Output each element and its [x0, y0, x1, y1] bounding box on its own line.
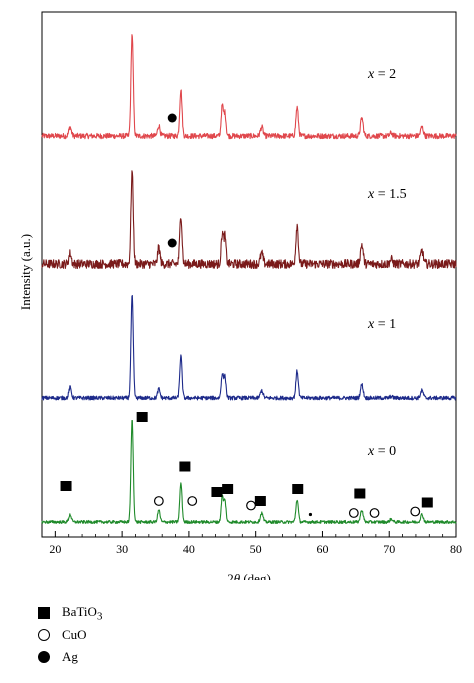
x-tick-label: 70 — [383, 542, 395, 556]
x-tick-label: 60 — [316, 542, 328, 556]
y-axis-title: Intensity (a.u.) — [18, 234, 33, 310]
cuo-marker — [246, 500, 256, 511]
filled-square-icon — [38, 607, 50, 619]
series-line — [41, 419, 457, 525]
cuo-marker — [369, 508, 380, 518]
series-line — [41, 170, 457, 270]
x-tick-label: 80 — [450, 542, 462, 556]
series-label: x = 0 — [367, 444, 396, 459]
series-label: x = 2 — [367, 67, 396, 82]
series-line — [41, 294, 457, 401]
legend-item-ag: Ag — [38, 646, 238, 668]
cuo-marker — [187, 496, 198, 506]
x-tick-label: 50 — [250, 542, 262, 556]
x-axis-title-symbol: θ — [234, 571, 241, 580]
x-axis: 20 30 40 50 60 70 80 — [41, 531, 462, 556]
small-dot-marker — [308, 512, 313, 517]
series-labels: x = 2 x = 1.5 x = 1 x = 0 — [367, 67, 407, 459]
legend-item-cuo: CuO — [38, 624, 238, 646]
phase-markers — [60, 113, 433, 518]
series-label: x = 1.5 — [367, 187, 407, 202]
series-line — [41, 34, 457, 140]
filled-circle-icon — [38, 651, 50, 663]
series-label: x = 1 — [367, 317, 396, 332]
series-traces — [41, 34, 457, 525]
legend-item-batio3: BaTiO3 — [38, 602, 238, 624]
batio3-marker — [136, 412, 148, 422]
plot-frame — [41, 11, 457, 538]
cuo-marker — [153, 496, 164, 506]
open-circle-icon — [38, 629, 50, 641]
cuo-marker — [348, 508, 359, 518]
x-axis-title-suffix: (deg) — [240, 571, 271, 580]
ag-marker — [167, 238, 177, 248]
legend-label-batio3: BaTiO3 — [62, 603, 103, 623]
batio3-marker — [211, 487, 223, 497]
legend: BaTiO3 CuO Ag — [38, 602, 238, 668]
xrd-chart: x = 2 x = 1.5 x = 1 x = 0 20 30 40 50 60 70 80 In… — [18, 11, 462, 580]
legend-label-cuo: CuO — [62, 627, 87, 642]
x-tick-label: 30 — [116, 542, 128, 556]
batio3-marker — [179, 461, 191, 472]
batio3-marker — [421, 497, 433, 508]
batio3-marker — [254, 496, 266, 506]
x-tick-label: 20 — [49, 542, 61, 556]
batio3-marker — [354, 488, 366, 499]
x-axis-title: 2θ (deg) — [227, 571, 271, 580]
x-tick-label: 40 — [183, 542, 195, 556]
batio3-marker — [60, 481, 72, 491]
batio3-marker — [222, 484, 234, 494]
ag-marker — [167, 113, 177, 123]
cuo-marker — [410, 506, 421, 517]
batio3-marker — [292, 484, 304, 494]
legend-label-ag: Ag — [62, 649, 78, 664]
x-axis-title-prefix: 2 — [227, 571, 234, 580]
